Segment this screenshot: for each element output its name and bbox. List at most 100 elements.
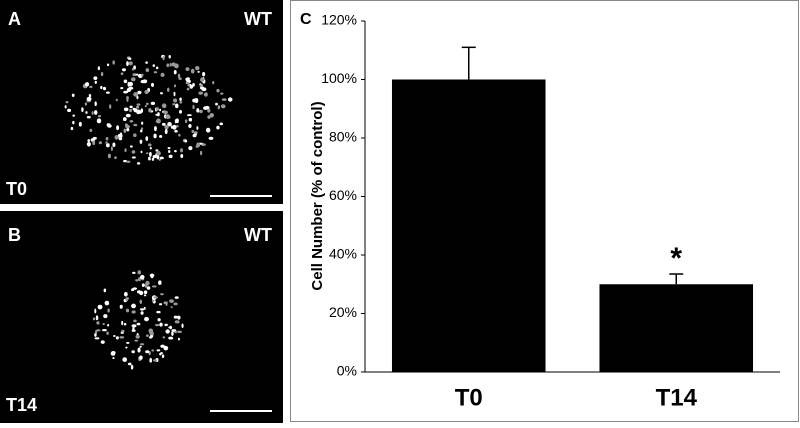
- cell-dot: [102, 328, 107, 332]
- cell-dot: [208, 136, 214, 140]
- cell-dot: [188, 146, 193, 151]
- cell-dot: [146, 286, 151, 290]
- cell-dot: [135, 279, 139, 282]
- cell-dot: [145, 68, 150, 73]
- cell-dot: [85, 111, 88, 114]
- cell-dot: [119, 304, 123, 309]
- cell-dot: [133, 133, 137, 138]
- cell-dot: [126, 341, 130, 344]
- cell-dot: [174, 119, 177, 124]
- cell-dot: [151, 285, 157, 288]
- cell-dot: [97, 304, 103, 310]
- cell-dot: [204, 92, 208, 97]
- cell-dot: [144, 283, 148, 288]
- cell-dot: [179, 100, 183, 104]
- cell-dot: [131, 310, 136, 314]
- cell-dot: [143, 294, 147, 297]
- cell-dot: [84, 102, 88, 106]
- cell-dot: [196, 126, 199, 130]
- cell-dot: [173, 302, 178, 306]
- cell-dot: [100, 72, 104, 77]
- cell-dot: [140, 150, 143, 154]
- cell-dot: [159, 303, 163, 306]
- cell-dot: [173, 69, 177, 75]
- cell-dot: [177, 337, 180, 341]
- cell-dot: [97, 66, 101, 71]
- cell-dot: [199, 86, 205, 90]
- cell-dot: [152, 359, 158, 362]
- cell-dot: [109, 104, 112, 109]
- cell-dot: [112, 60, 115, 65]
- cell-dot: [177, 315, 181, 320]
- cell-dot: [169, 299, 175, 303]
- cell-dot: [140, 274, 145, 280]
- cell-dot: [81, 107, 84, 113]
- cell-dot: [113, 334, 116, 338]
- cell-dot: [165, 114, 171, 120]
- cell-dot: [124, 292, 128, 297]
- cell-dot: [171, 331, 174, 336]
- cell-dot: [88, 94, 92, 98]
- cell-dot: [94, 110, 98, 115]
- cell-dot: [217, 105, 221, 110]
- cell-dot: [112, 357, 115, 360]
- cell-dot: [129, 145, 133, 148]
- y-tick-label: 100%: [321, 70, 357, 86]
- cell-dot: [156, 150, 161, 156]
- cell-dot: [149, 331, 154, 336]
- cell-dot: [173, 91, 176, 97]
- cell-dot: [67, 108, 72, 113]
- cell-dot: [115, 98, 118, 102]
- bar: [391, 79, 546, 372]
- panel-label: B: [8, 225, 21, 245]
- cell-dot: [140, 73, 144, 77]
- cell-dot: [105, 141, 108, 145]
- cell-dot: [149, 273, 155, 278]
- cell-dot: [129, 105, 133, 109]
- cell-dot: [139, 110, 142, 114]
- cell-dot: [137, 347, 141, 353]
- cell-dot: [95, 330, 98, 334]
- y-axis-label: Cell Number (% of control): [309, 101, 326, 290]
- cell-dot: [144, 89, 149, 95]
- cell-dot: [187, 114, 192, 117]
- panel-label: A: [8, 9, 21, 29]
- cell-dot: [195, 145, 199, 148]
- cell-dot: [132, 73, 137, 77]
- cell-dot: [125, 124, 130, 129]
- cell-dot: [168, 154, 173, 159]
- x-tick-label: T0: [455, 384, 483, 411]
- cell-dot: [161, 122, 166, 126]
- cell-dot: [132, 271, 136, 274]
- cell-dot: [200, 77, 205, 83]
- cell-dot: [150, 101, 156, 105]
- cell-dot: [153, 71, 158, 74]
- cell-dot: [131, 350, 135, 354]
- cell-dot: [175, 103, 179, 109]
- cell-dot: [170, 306, 173, 309]
- cell-dot: [131, 150, 136, 154]
- cell-dot: [172, 103, 176, 106]
- cell-dot: [131, 329, 136, 332]
- bar: [599, 284, 754, 372]
- cell-dot: [199, 109, 203, 114]
- cell-dot: [165, 301, 168, 306]
- cell-dot: [184, 119, 188, 123]
- cell-dot: [127, 362, 132, 366]
- cell-dot: [94, 80, 97, 84]
- cell-dot: [72, 120, 75, 125]
- y-tick-label: 120%: [321, 12, 357, 28]
- cell-dot: [103, 288, 107, 293]
- cell-dot: [196, 108, 200, 113]
- cell-dot: [136, 95, 139, 100]
- cell-dot: [139, 343, 145, 346]
- cell-dot: [139, 345, 142, 348]
- cell-dot: [221, 98, 227, 101]
- cell-dot: [106, 63, 110, 67]
- cell-dot: [152, 155, 157, 159]
- cell-dot: [170, 125, 174, 129]
- cell-dot: [121, 68, 126, 72]
- cell-dot: [91, 111, 94, 115]
- cell-dot: [140, 127, 144, 130]
